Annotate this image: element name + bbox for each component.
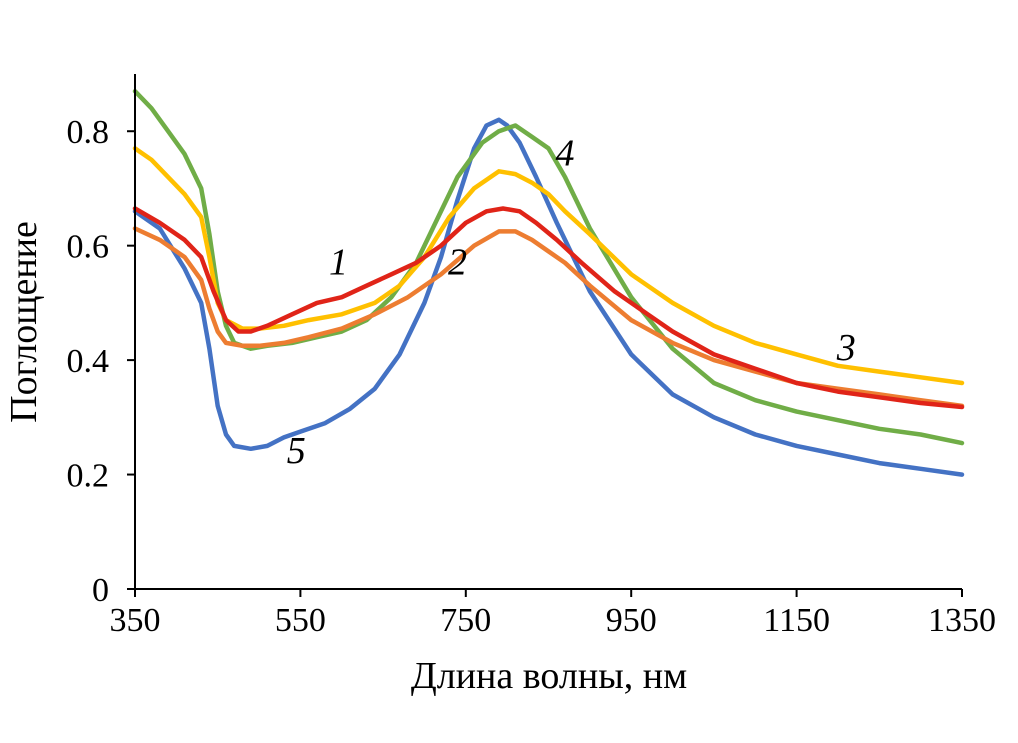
series-label-4: 4 [556, 133, 575, 175]
x-tick-label: 550 [275, 602, 326, 639]
y-tick-label: 0.2 [67, 458, 110, 495]
y-tick-label: 0.4 [67, 343, 110, 380]
x-tick-label: 1350 [928, 602, 996, 639]
x-tick-label: 950 [606, 602, 657, 639]
series-layer [132, 88, 965, 477]
series-line-4 [132, 88, 965, 446]
series-label-2: 2 [448, 241, 467, 283]
y-tick-label: 0.6 [67, 229, 110, 266]
series-label-5: 5 [287, 430, 306, 472]
series-line-2 [132, 226, 965, 409]
y-axis-title: Поглощение [3, 221, 45, 423]
series-line-3 [132, 146, 965, 386]
series-label-1: 1 [329, 241, 348, 283]
tick-layer: 350 550 750 950 1150 1350 0 0.2 0.4 0.6 0.8 [67, 114, 997, 639]
series-label-layer: 5 4 3 2 1 [287, 133, 856, 473]
x-axis-title: Длина волны, нм [411, 655, 687, 697]
series-label-3: 3 [836, 327, 856, 369]
series-line-5 [132, 117, 965, 477]
x-tick-label: 1150 [763, 602, 830, 639]
series-line-1 [132, 206, 965, 410]
y-tick-label: 0 [92, 572, 109, 609]
x-tick-label: 350 [110, 602, 161, 639]
y-tick-label: 0.8 [67, 114, 110, 151]
x-tick-label: 750 [440, 602, 491, 639]
